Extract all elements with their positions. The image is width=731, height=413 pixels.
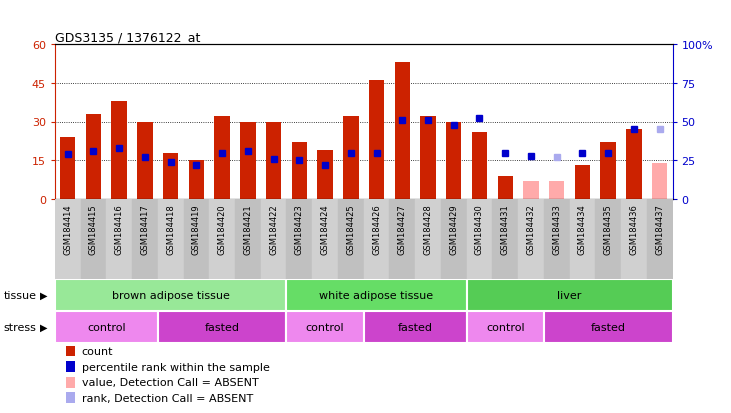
Bar xyxy=(235,199,261,279)
Bar xyxy=(569,199,595,279)
Text: control: control xyxy=(87,322,126,332)
Bar xyxy=(600,143,616,199)
Bar xyxy=(55,199,80,279)
Bar xyxy=(132,199,158,279)
Bar xyxy=(214,117,230,199)
Bar xyxy=(363,311,466,343)
Bar xyxy=(111,102,127,199)
Bar xyxy=(441,199,466,279)
Text: control: control xyxy=(306,322,344,332)
Bar xyxy=(395,63,410,199)
Text: fasted: fasted xyxy=(205,322,240,332)
Bar xyxy=(343,117,358,199)
Text: fasted: fasted xyxy=(591,322,626,332)
Bar xyxy=(493,199,518,279)
Text: GSM184421: GSM184421 xyxy=(243,204,252,254)
Text: stress: stress xyxy=(4,322,37,332)
Bar xyxy=(420,117,436,199)
Bar xyxy=(158,311,287,343)
Bar xyxy=(240,122,256,199)
Bar xyxy=(498,176,513,199)
Bar xyxy=(390,199,415,279)
Text: GSM184437: GSM184437 xyxy=(655,204,664,254)
Text: ▶: ▶ xyxy=(40,322,48,332)
Text: GSM184431: GSM184431 xyxy=(501,204,510,254)
Text: GSM184436: GSM184436 xyxy=(629,204,638,254)
Text: GSM184420: GSM184420 xyxy=(218,204,227,254)
Bar xyxy=(415,199,441,279)
Bar xyxy=(626,130,642,199)
Text: GSM184429: GSM184429 xyxy=(450,204,458,254)
Bar xyxy=(317,151,333,199)
Bar xyxy=(287,199,312,279)
Bar xyxy=(621,199,647,279)
Bar xyxy=(446,122,461,199)
Bar xyxy=(183,199,209,279)
Text: GSM184423: GSM184423 xyxy=(295,204,304,254)
Bar xyxy=(287,279,466,311)
Text: percentile rank within the sample: percentile rank within the sample xyxy=(82,362,270,372)
Text: GSM184433: GSM184433 xyxy=(552,204,561,254)
Bar xyxy=(312,199,338,279)
Text: GSM184428: GSM184428 xyxy=(423,204,433,254)
Bar xyxy=(266,122,281,199)
Text: GSM184417: GSM184417 xyxy=(140,204,149,254)
Bar xyxy=(86,114,101,199)
Bar xyxy=(363,199,390,279)
Bar xyxy=(189,161,204,199)
Text: fasted: fasted xyxy=(398,322,433,332)
Bar xyxy=(523,181,539,199)
Bar xyxy=(338,199,364,279)
Text: control: control xyxy=(486,322,525,332)
Bar xyxy=(261,199,287,279)
Bar xyxy=(292,143,307,199)
Text: count: count xyxy=(82,346,113,356)
Text: GSM184432: GSM184432 xyxy=(526,204,536,254)
Text: rank, Detection Call = ABSENT: rank, Detection Call = ABSENT xyxy=(82,393,253,403)
Text: ▶: ▶ xyxy=(40,290,48,300)
Text: GSM184414: GSM184414 xyxy=(63,204,72,254)
Bar xyxy=(369,81,385,199)
Text: GSM184425: GSM184425 xyxy=(346,204,355,254)
Text: tissue: tissue xyxy=(4,290,37,300)
Text: GSM184422: GSM184422 xyxy=(269,204,278,254)
Bar xyxy=(647,199,673,279)
Text: GDS3135 / 1376122_at: GDS3135 / 1376122_at xyxy=(55,31,200,44)
Bar xyxy=(575,166,590,199)
Text: GSM184426: GSM184426 xyxy=(372,204,381,254)
Bar xyxy=(544,311,673,343)
Bar xyxy=(595,199,621,279)
Text: white adipose tissue: white adipose tissue xyxy=(319,290,433,300)
Bar xyxy=(163,153,178,199)
Text: value, Detection Call = ABSENT: value, Detection Call = ABSENT xyxy=(82,377,259,387)
Bar xyxy=(652,164,667,199)
Text: brown adipose tissue: brown adipose tissue xyxy=(112,290,230,300)
Text: liver: liver xyxy=(557,290,582,300)
Bar xyxy=(80,199,106,279)
Bar xyxy=(549,181,564,199)
Bar xyxy=(106,199,132,279)
Bar xyxy=(55,279,287,311)
Text: GSM184424: GSM184424 xyxy=(321,204,330,254)
Text: GSM184419: GSM184419 xyxy=(192,204,201,254)
Bar xyxy=(518,199,544,279)
Text: GSM184430: GSM184430 xyxy=(475,204,484,254)
Text: GSM184415: GSM184415 xyxy=(89,204,98,254)
Bar xyxy=(137,122,153,199)
Bar xyxy=(544,199,569,279)
Bar xyxy=(209,199,235,279)
Bar xyxy=(466,311,544,343)
Text: GSM184434: GSM184434 xyxy=(578,204,587,254)
Bar xyxy=(158,199,183,279)
Text: GSM184418: GSM184418 xyxy=(166,204,175,254)
Bar xyxy=(55,311,158,343)
Bar xyxy=(466,279,673,311)
Bar xyxy=(60,138,75,199)
Bar xyxy=(471,133,487,199)
Text: GSM184427: GSM184427 xyxy=(398,204,406,254)
Bar xyxy=(287,311,364,343)
Text: GSM184435: GSM184435 xyxy=(604,204,613,254)
Text: GSM184416: GSM184416 xyxy=(115,204,124,254)
Bar xyxy=(466,199,493,279)
